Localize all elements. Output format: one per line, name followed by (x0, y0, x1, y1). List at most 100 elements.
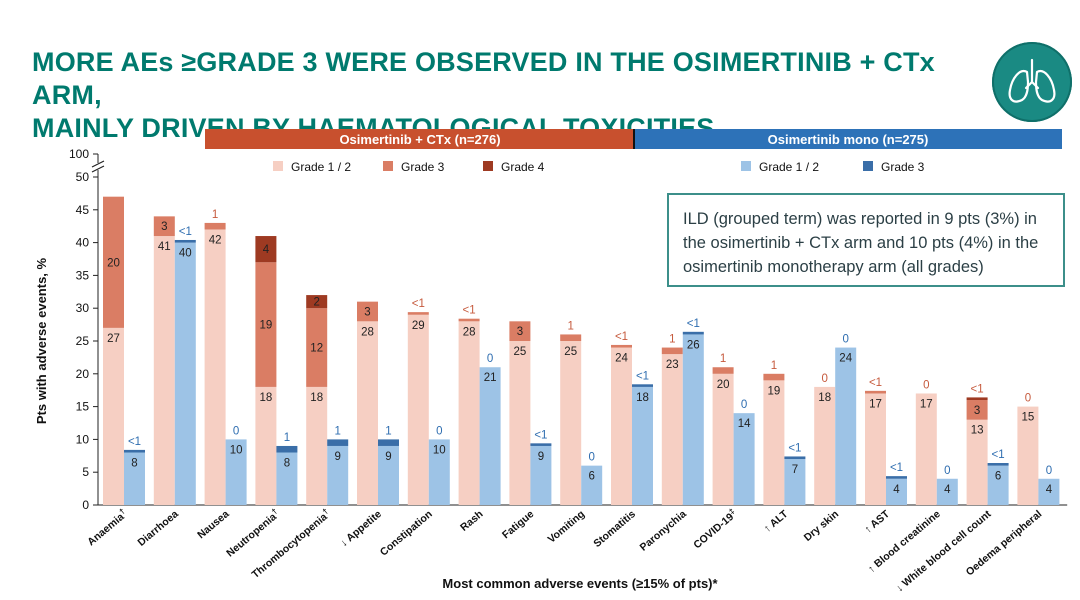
mono-bar-g12 (174, 242, 196, 505)
combo-value-label: 20 (717, 379, 730, 391)
lungs-icon (992, 42, 1072, 122)
y-tick-label: 45 (76, 203, 90, 217)
x-tick-label: Anaemia† (84, 507, 130, 549)
legend-combo-grade4-swatch (483, 161, 493, 171)
mono-bar-g12 (936, 478, 958, 505)
mono-bar-g3 (327, 439, 349, 446)
combo-value-label: 28 (361, 326, 374, 338)
combo-bar-g12 (560, 341, 582, 505)
mono-bar-g12 (530, 445, 552, 505)
combo-bar-g12 (661, 354, 683, 505)
legend-mono-grade12-swatch (741, 161, 751, 171)
mono-value-label: 6 (995, 471, 1001, 483)
combo-value-label: 17 (869, 398, 882, 410)
combo-value-label: 23 (666, 359, 679, 371)
axis-break-mark (91, 160, 105, 173)
combo-value-label: 0 (1025, 393, 1031, 405)
mono-bar-g12 (886, 478, 907, 505)
ild-note-box: ILD (grouped term) was reported in 9 pts… (667, 193, 1065, 287)
combo-value-label: 3 (364, 306, 370, 318)
combo-bar-g12 (255, 386, 277, 505)
x-axis-label: Most common adverse events (≥15% of pts)… (442, 576, 718, 591)
mono-value-label: 6 (588, 471, 594, 483)
combo-value-label: <1 (463, 305, 476, 317)
mono-value-label: <1 (534, 429, 547, 441)
x-tick-label: Dry skin (802, 508, 841, 544)
legend-combo-grade12-label: Grade 1 / 2 (291, 160, 351, 174)
combo-bar-g3 (407, 312, 429, 315)
combo-value-label: 13 (971, 425, 984, 437)
y-axis-label: Pts with adverse events, % (34, 257, 49, 424)
combo-value-label: <1 (615, 331, 628, 343)
mono-bar-g3 (784, 456, 806, 460)
mono-bar-g12 (378, 445, 399, 505)
mono-value-label: 10 (230, 444, 243, 456)
y-tick-label: 40 (76, 236, 90, 250)
combo-bar-g3 (255, 262, 277, 387)
combo-value-label: 3 (974, 405, 980, 417)
x-tick-label: Rash (458, 508, 485, 534)
legend-mono-grade3-label: Grade 3 (881, 160, 925, 174)
mono-value-label: 40 (179, 248, 192, 260)
combo-arm-label: Osimertinib + CTx (n=276) (339, 132, 500, 147)
mono-value-label: 24 (839, 353, 852, 365)
mono-value-label: 4 (944, 484, 951, 496)
mono-bar-g12 (276, 452, 298, 505)
mono-value-label: 1 (334, 425, 340, 437)
legend-combo-grade3-swatch (383, 161, 393, 171)
mono-value-label: <1 (179, 226, 192, 238)
combo-bar-g12 (763, 380, 785, 505)
combo-value-label: 18 (260, 392, 273, 404)
axis-break-gap (90, 163, 106, 170)
y-tick-label: 25 (76, 334, 90, 348)
mono-value-label: 14 (738, 418, 751, 430)
mono-arm-label: Osimertinib mono (n=275) (768, 132, 929, 147)
mono-value-label: 9 (385, 451, 391, 463)
mono-value-label: 10 (433, 444, 446, 456)
combo-bar-g3 (357, 301, 378, 322)
ild-note-text: ILD (grouped term) was reported in 9 pts… (683, 210, 1039, 276)
combo-value-label: 25 (514, 346, 527, 358)
combo-value-label: 18 (818, 392, 831, 404)
mono-value-label: 9 (334, 451, 340, 463)
mono-value-label: 0 (233, 425, 239, 437)
combo-value-label: 1 (669, 334, 675, 346)
mono-value-label: 0 (436, 425, 442, 437)
combo-value-label: <1 (412, 298, 425, 310)
mono-value-label: 0 (588, 452, 594, 464)
mono-bar-g12 (835, 347, 857, 505)
mono-bar-g3 (276, 445, 298, 453)
legend-mono-grade3-swatch (863, 161, 873, 171)
mono-bar-g3 (378, 439, 399, 446)
legend-combo-grade12-swatch (273, 161, 283, 171)
combo-value-label: 17 (920, 398, 933, 410)
y-tick-label: 20 (76, 367, 90, 381)
x-tick-label: COVID-19‡ (690, 507, 740, 552)
combo-bar-g3 (661, 347, 683, 355)
combo-bar-g3 (204, 222, 226, 230)
combo-bar-g12 (611, 347, 632, 505)
combo-value-label: 1 (212, 209, 218, 221)
combo-value-label: 19 (260, 320, 273, 332)
mono-bar-g12 (733, 413, 755, 505)
combo-value-label: 1 (567, 320, 573, 332)
combo-bar-g3 (509, 321, 531, 341)
mono-arm-banner (634, 129, 1062, 149)
combo-bar-g3 (153, 216, 175, 237)
mono-value-label: <1 (636, 370, 649, 382)
mono-value-label: 9 (538, 451, 544, 463)
mono-value-label: <1 (788, 442, 801, 454)
x-tick-label: Fatigue (500, 508, 536, 541)
combo-bar-g3 (458, 318, 480, 322)
mono-bar-g3 (987, 463, 1009, 466)
x-tick-label: Thrombocytopenia† (248, 507, 333, 581)
combo-bar-g12 (458, 321, 480, 505)
x-tick-label: ↑ ALT (762, 508, 791, 535)
combo-value-label: 28 (463, 326, 476, 338)
y-tick-label: 0 (82, 498, 89, 512)
title-line-1: MORE AEs ≥GRADE 3 WERE OBSERVED IN THE O… (32, 47, 935, 110)
combo-bar-g3 (712, 367, 734, 374)
mono-bar-g12 (124, 452, 145, 505)
x-tick-label: Paronychia (638, 508, 689, 554)
